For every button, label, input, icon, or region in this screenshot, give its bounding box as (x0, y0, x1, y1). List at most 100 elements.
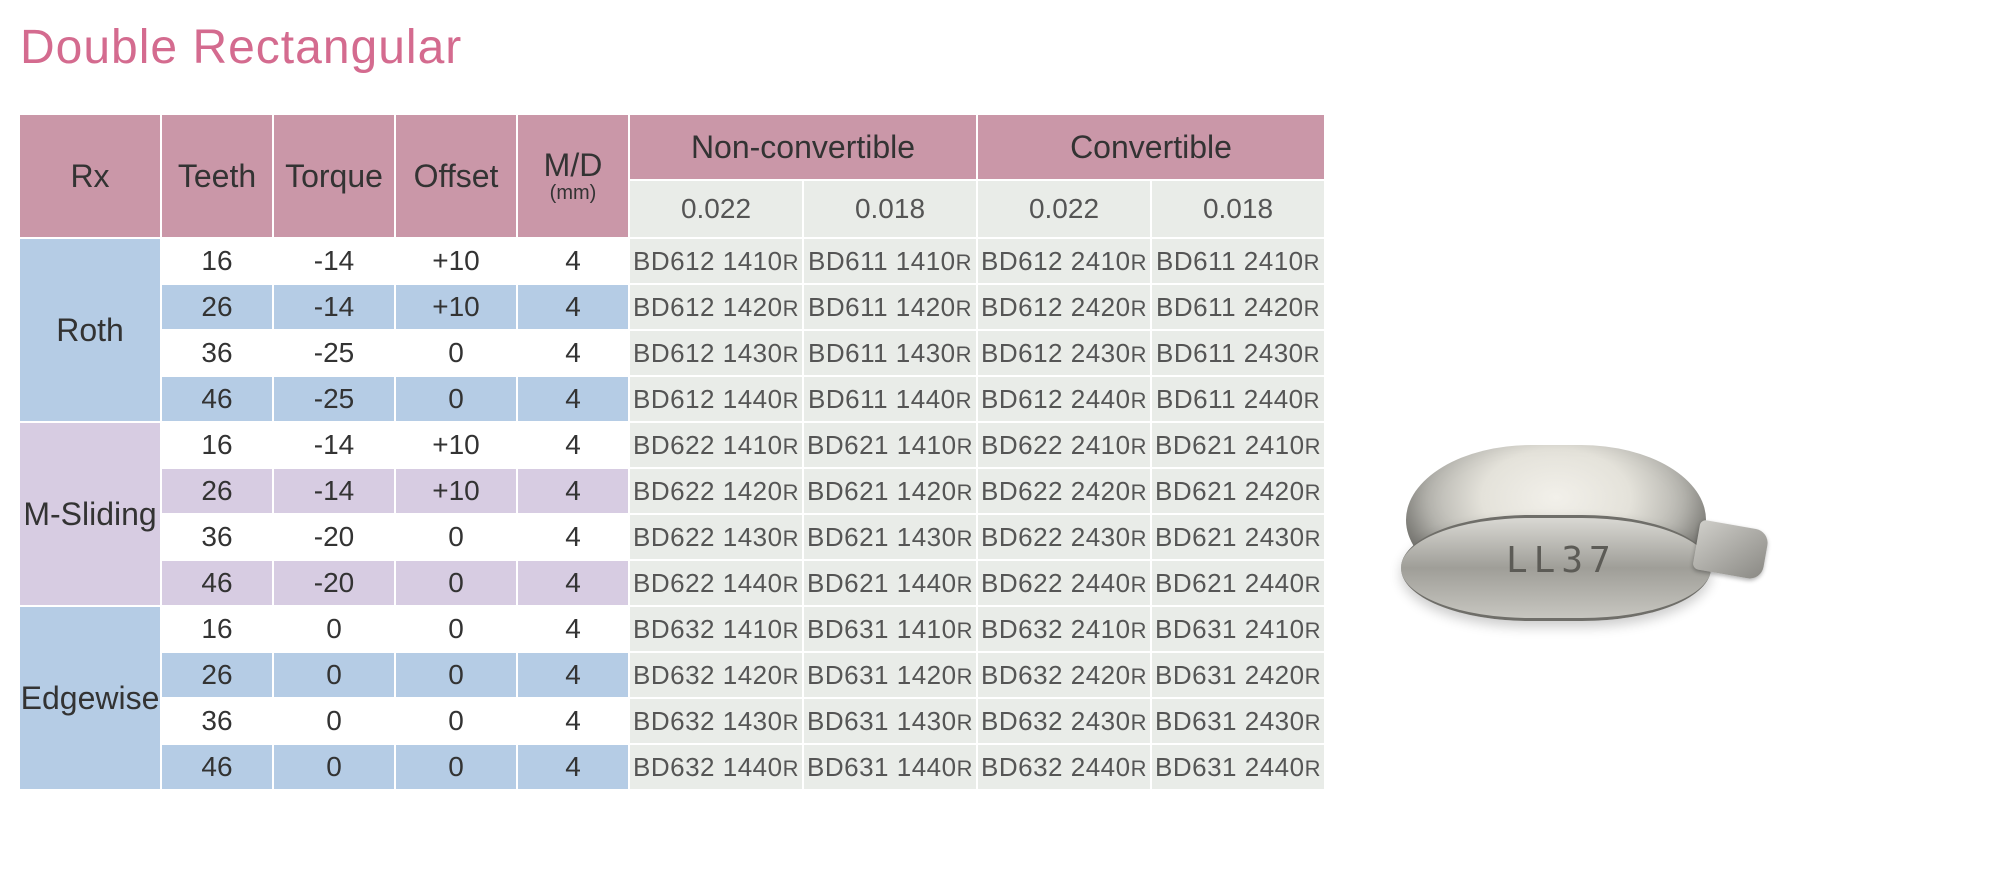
md-cell: 4 (518, 515, 630, 561)
code-cell-nc018: BD621 1420R (804, 469, 978, 515)
hdr-rx: Rx (20, 115, 162, 239)
code-cell-nc022: BD622 1430R (630, 515, 804, 561)
teeth-cell: 16 (162, 239, 274, 285)
table-row: M-Sliding16-14+104BD622 1410RBD621 1410R… (20, 423, 1326, 469)
rx-cell: M-Sliding (20, 423, 162, 607)
code-cell-c022: BD632 2420R (978, 653, 1152, 699)
hdr-md-unit: (mm) (518, 182, 628, 205)
table-row: 36-2504BD612 1430RBD611 1430RBD612 2430R… (20, 331, 1326, 377)
code-cell-nc018: BD621 1430R (804, 515, 978, 561)
torque-cell: -14 (274, 239, 396, 285)
md-cell: 4 (518, 423, 630, 469)
code-cell-nc022: BD622 1440R (630, 561, 804, 607)
code-cell-c022: BD622 2410R (978, 423, 1152, 469)
md-cell: 4 (518, 239, 630, 285)
code-cell-nc022: BD612 1410R (630, 239, 804, 285)
teeth-cell: 26 (162, 653, 274, 699)
teeth-cell: 36 (162, 515, 274, 561)
offset-cell: +10 (396, 239, 518, 285)
teeth-cell: 46 (162, 377, 274, 423)
product-image: LL37 (1386, 375, 1746, 655)
hdr-nc022: 0.022 (630, 181, 804, 239)
page-wrap: Rx Teeth Torque Offset M/D (mm) Non-conv… (20, 115, 1989, 791)
table-row: 26-14+104BD612 1420RBD611 1420RBD612 242… (20, 285, 1326, 331)
code-cell-nc022: BD632 1420R (630, 653, 804, 699)
teeth-cell: 36 (162, 331, 274, 377)
table-section: Rx Teeth Torque Offset M/D (mm) Non-conv… (20, 115, 1326, 791)
code-cell-c018: BD621 2420R (1152, 469, 1326, 515)
code-cell-c022: BD612 2440R (978, 377, 1152, 423)
offset-cell: 0 (396, 377, 518, 423)
offset-cell: 0 (396, 699, 518, 745)
md-cell: 4 (518, 699, 630, 745)
offset-cell: 0 (396, 331, 518, 377)
code-cell-c022: BD612 2420R (978, 285, 1152, 331)
table-row: 46-2504BD612 1440RBD611 1440RBD612 2440R… (20, 377, 1326, 423)
code-cell-nc018: BD621 1410R (804, 423, 978, 469)
hdr-conv: Convertible (978, 115, 1326, 181)
hdr-nc018: 0.018 (804, 181, 978, 239)
code-cell-c018: BD631 2440R (1152, 745, 1326, 791)
page-title: Double Rectangular (20, 20, 1989, 75)
torque-cell: -20 (274, 561, 396, 607)
code-cell-c018: BD611 2420R (1152, 285, 1326, 331)
code-cell-c018: BD631 2430R (1152, 699, 1326, 745)
md-cell: 4 (518, 331, 630, 377)
torque-cell: -20 (274, 515, 396, 561)
torque-cell: -14 (274, 423, 396, 469)
hdr-teeth: Teeth (162, 115, 274, 239)
torque-cell: -14 (274, 285, 396, 331)
spec-table: Rx Teeth Torque Offset M/D (mm) Non-conv… (20, 115, 1326, 791)
code-cell-c022: BD632 2440R (978, 745, 1152, 791)
teeth-cell: 46 (162, 745, 274, 791)
code-cell-c018: BD631 2420R (1152, 653, 1326, 699)
rx-cell: Roth (20, 239, 162, 423)
table-row: 26004BD632 1420RBD631 1420RBD632 2420RBD… (20, 653, 1326, 699)
offset-cell: +10 (396, 285, 518, 331)
table-row: 36-2004BD622 1430RBD621 1430RBD622 2430R… (20, 515, 1326, 561)
code-cell-nc018: BD631 1430R (804, 699, 978, 745)
hdr-md-label: M/D (544, 147, 603, 183)
teeth-cell: 26 (162, 285, 274, 331)
offset-cell: 0 (396, 561, 518, 607)
code-cell-c018: BD621 2440R (1152, 561, 1326, 607)
torque-cell: 0 (274, 653, 396, 699)
code-cell-c022: BD622 2440R (978, 561, 1152, 607)
code-cell-c022: BD612 2410R (978, 239, 1152, 285)
code-cell-nc022: BD612 1420R (630, 285, 804, 331)
torque-cell: 0 (274, 607, 396, 653)
code-cell-nc018: BD611 1420R (804, 285, 978, 331)
hdr-offset: Offset (396, 115, 518, 239)
code-cell-c022: BD632 2410R (978, 607, 1152, 653)
code-cell-nc018: BD611 1430R (804, 331, 978, 377)
torque-cell: 0 (274, 745, 396, 791)
code-cell-c022: BD622 2420R (978, 469, 1152, 515)
code-cell-nc022: BD622 1410R (630, 423, 804, 469)
header-row-1: Rx Teeth Torque Offset M/D (mm) Non-conv… (20, 115, 1326, 181)
md-cell: 4 (518, 469, 630, 515)
table-row: Roth16-14+104BD612 1410RBD611 1410RBD612… (20, 239, 1326, 285)
hdr-md: M/D (mm) (518, 115, 630, 239)
code-cell-c018: BD611 2430R (1152, 331, 1326, 377)
md-cell: 4 (518, 607, 630, 653)
md-cell: 4 (518, 377, 630, 423)
hdr-nonconv: Non-convertible (630, 115, 978, 181)
code-cell-nc022: BD632 1440R (630, 745, 804, 791)
table-row: 46-2004BD622 1440RBD621 1440RBD622 2440R… (20, 561, 1326, 607)
offset-cell: 0 (396, 515, 518, 561)
table-row: Edgewise16004BD632 1410RBD631 1410RBD632… (20, 607, 1326, 653)
code-cell-nc018: BD631 1410R (804, 607, 978, 653)
table-row: 36004BD632 1430RBD631 1430RBD632 2430RBD… (20, 699, 1326, 745)
md-cell: 4 (518, 745, 630, 791)
md-cell: 4 (518, 653, 630, 699)
hdr-c018: 0.018 (1152, 181, 1326, 239)
code-cell-c018: BD631 2410R (1152, 607, 1326, 653)
band-label: LL37 (1506, 540, 1617, 581)
torque-cell: 0 (274, 699, 396, 745)
code-cell-nc018: BD621 1440R (804, 561, 978, 607)
offset-cell: +10 (396, 423, 518, 469)
code-cell-nc022: BD622 1420R (630, 469, 804, 515)
teeth-cell: 16 (162, 607, 274, 653)
offset-cell: 0 (396, 653, 518, 699)
teeth-cell: 36 (162, 699, 274, 745)
